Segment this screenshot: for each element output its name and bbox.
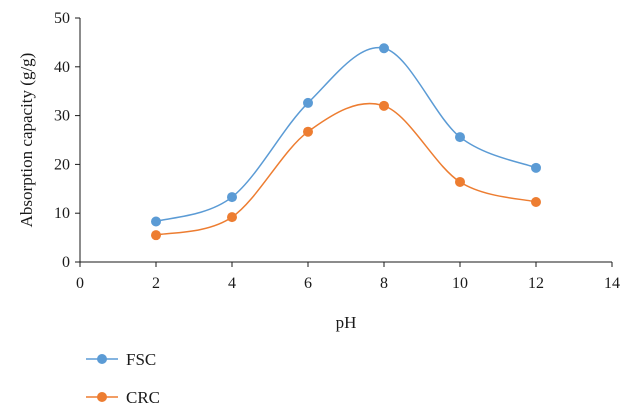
- legend-label-fsc: FSC: [126, 350, 156, 369]
- x-tick-label: 0: [76, 275, 84, 292]
- y-tick-label: 30: [54, 108, 70, 125]
- data-point-fsc: [531, 162, 541, 173]
- legend-marker-crc: [97, 392, 107, 402]
- y-tick-label: 10: [54, 205, 70, 222]
- x-tick-label: 6: [304, 275, 312, 292]
- x-axis-title: pH: [336, 313, 357, 332]
- series-fsc: [151, 43, 541, 227]
- data-point-fsc: [227, 192, 237, 203]
- y-ticks: 0 10 20 30 40 50: [54, 10, 80, 271]
- y-tick-label: 0: [62, 254, 70, 271]
- x-tick-label: 8: [380, 275, 388, 292]
- x-tick-label: 10: [452, 275, 468, 292]
- data-point-crc: [455, 176, 465, 187]
- series-line-fsc: [155, 46, 537, 223]
- data-point-crc: [379, 100, 389, 111]
- x-tick-label: 12: [528, 275, 544, 292]
- data-point-crc: [151, 230, 161, 241]
- legend-marker-fsc: [97, 354, 107, 364]
- x-tick-label: 14: [604, 275, 620, 292]
- data-point-fsc: [151, 216, 161, 227]
- data-point-crc: [303, 126, 313, 137]
- series-crc: [151, 100, 541, 241]
- y-tick-label: 20: [54, 156, 70, 173]
- legend-item-crc: CRC: [86, 388, 160, 407]
- data-point-fsc: [303, 97, 313, 108]
- data-point-crc: [227, 212, 237, 223]
- legend-label-crc: CRC: [126, 388, 160, 407]
- data-point-crc: [531, 196, 541, 207]
- legend: FSC CRC: [86, 350, 160, 407]
- series-layer: [151, 43, 541, 241]
- data-point-fsc: [455, 132, 465, 143]
- x-ticks: 0 2 4 6 8 10 12 14: [76, 262, 620, 292]
- series-line-crc: [155, 102, 537, 236]
- x-tick-label: 2: [152, 275, 160, 292]
- y-tick-label: 50: [54, 10, 70, 27]
- axes: [79, 18, 612, 263]
- data-point-fsc: [379, 43, 389, 54]
- y-tick-label: 40: [54, 59, 70, 76]
- y-axis-title: Absorption capacity (g/g): [17, 53, 36, 228]
- x-tick-label: 4: [228, 275, 236, 292]
- legend-item-fsc: FSC: [86, 350, 156, 369]
